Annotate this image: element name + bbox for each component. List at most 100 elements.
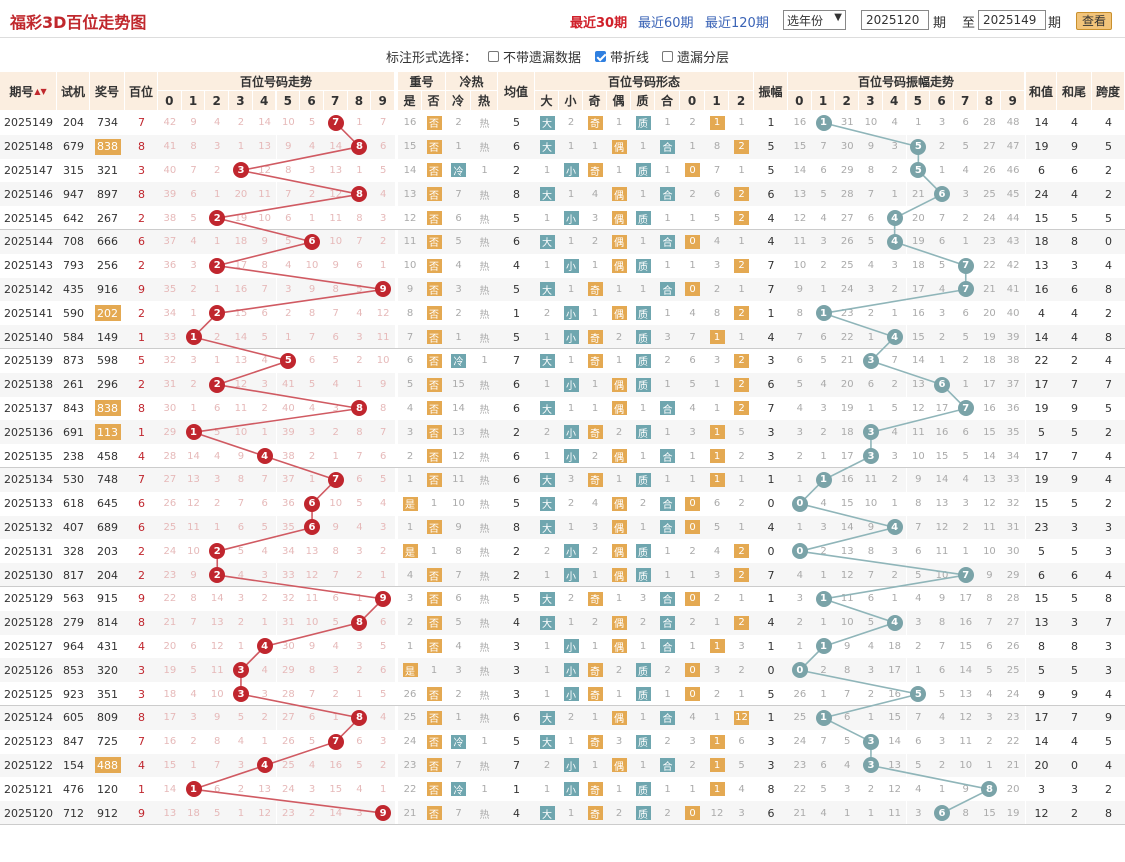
amp-miss-value: 3	[986, 712, 993, 724]
trend-cell: 42	[158, 111, 182, 135]
trend-cell: 7	[300, 682, 324, 706]
trend-cell: 7	[181, 158, 206, 183]
amp-trend-cell: 16	[835, 468, 860, 492]
amp-trend-cell: 39	[1001, 325, 1025, 349]
amp-trend-cell: 47	[1001, 134, 1025, 159]
pc-cell: 1	[655, 563, 680, 587]
from-issue-input[interactable]: 2025120	[861, 10, 929, 30]
bs-value: 2	[543, 545, 551, 557]
r012-value: 4	[738, 783, 745, 795]
amp-miss-value: 18	[840, 426, 854, 438]
link-recent-120[interactable]: 最近120期	[705, 16, 769, 31]
amp-miss-value: 11	[935, 545, 949, 557]
amp-trend-cell: 9	[906, 468, 931, 492]
r012-value: 0	[685, 687, 700, 702]
miss-value: 4	[308, 141, 316, 153]
miss-value: 3	[214, 141, 221, 153]
bs-value: 小	[563, 782, 579, 797]
oe-cell: 3	[583, 515, 607, 540]
amp-miss-value: 18	[983, 355, 996, 367]
amp-miss-value: 4	[962, 164, 969, 176]
trend-cell: 9	[323, 253, 348, 278]
ch-value: 12	[452, 450, 465, 462]
rep-value: 25	[403, 712, 417, 724]
miss-value: 36	[163, 260, 177, 272]
sort-icon[interactable]: ▲▼	[34, 86, 47, 96]
r012-cell: 2	[729, 396, 754, 421]
rep-value: 11	[403, 236, 417, 248]
rep-cell: 4	[398, 396, 422, 421]
amp-miss-value: 5	[962, 450, 969, 462]
r012-cell: 5	[729, 753, 754, 778]
miss-value: 41	[281, 379, 295, 391]
pc-cell: 合	[655, 444, 680, 468]
bs-cell: 小	[559, 658, 583, 683]
year-select[interactable]: 选年份 ▼	[783, 10, 846, 30]
miss-value: 14	[258, 117, 271, 129]
amp-cell: 6	[754, 182, 788, 207]
amp-miss-value: 4	[986, 688, 993, 700]
trend-cell: 4	[347, 777, 372, 802]
trend-cell: 10	[323, 230, 348, 254]
r012-value: 1	[738, 117, 745, 129]
bs-cell: 大	[535, 134, 559, 159]
miss-value: 11	[305, 593, 319, 605]
trend-cell: 9	[276, 134, 301, 159]
view-button[interactable]: 查看	[1076, 12, 1112, 30]
pc-cell: 1	[655, 468, 680, 492]
amp-miss-value: 1	[938, 355, 946, 367]
r012-value: 6	[713, 188, 721, 200]
to-issue-input[interactable]: 2025149	[978, 10, 1046, 30]
pc-cell: 质	[631, 206, 655, 230]
pc-value: 质	[635, 258, 651, 273]
option-line[interactable]: 带折线	[595, 47, 649, 66]
trend-cell: 7	[371, 420, 395, 445]
amp-trend-cell: 42	[1001, 253, 1025, 278]
col-issue-header[interactable]: 期号 ▲▼	[0, 72, 57, 111]
miss-value: 12	[376, 307, 390, 319]
amp-miss-value: 4	[867, 640, 875, 652]
r012-value: 1	[713, 379, 721, 391]
rep-value: 否	[426, 687, 442, 702]
sum-cell: 18	[1026, 230, 1057, 254]
trend-cell: 2	[371, 539, 395, 564]
amp-trend-cell: 2	[882, 277, 907, 302]
hundred-cell: 5	[125, 349, 158, 373]
link-recent-30[interactable]: 最近30期	[570, 16, 628, 31]
amp-miss-value: 16	[888, 688, 901, 700]
miss-value: 11	[376, 331, 390, 343]
amp-miss-value: 20	[911, 212, 925, 224]
pc-cell: 质	[631, 111, 655, 135]
trend-cell: 6	[252, 491, 277, 516]
option-no-miss[interactable]: 不带遗漏数据	[488, 47, 581, 66]
amp-trend-cell: 10	[859, 111, 883, 135]
amp-miss-value: 10	[935, 569, 949, 581]
bs-value: 2	[567, 117, 575, 129]
form-comp-header: 合	[655, 91, 680, 111]
trend-cell: 26	[158, 491, 182, 516]
trial-cell: 476	[57, 777, 90, 802]
amp-miss-value: 1	[867, 712, 875, 724]
amp-miss-value: 7	[820, 141, 827, 153]
trend-cell: 7	[323, 468, 348, 492]
r012-value: 1	[709, 115, 725, 130]
bs-value: 1	[567, 617, 575, 629]
trend-cell: 1	[229, 634, 253, 659]
r012-value: 2	[689, 117, 696, 129]
r012-value: 5	[689, 379, 696, 391]
rep-cell: 否	[422, 134, 446, 159]
amp-ball: 1	[815, 638, 832, 655]
link-recent-60[interactable]: 最近60期	[638, 16, 694, 31]
trend-digit-header: 4	[252, 91, 277, 111]
checkbox-line[interactable]	[595, 51, 606, 62]
ch-cell: 冷	[446, 158, 471, 183]
checkbox-layer[interactable]	[662, 51, 673, 62]
oe-value: 奇	[587, 163, 603, 178]
amp-ball: 3	[862, 448, 879, 465]
checkbox-no-miss[interactable]	[488, 51, 499, 62]
bs-cell: 大	[535, 491, 559, 516]
r012-value: 3	[713, 355, 721, 367]
option-layer[interactable]: 遗漏分层	[662, 47, 729, 66]
ch-cell: 1	[446, 706, 471, 730]
amp-trend-cell: 6	[930, 801, 954, 825]
